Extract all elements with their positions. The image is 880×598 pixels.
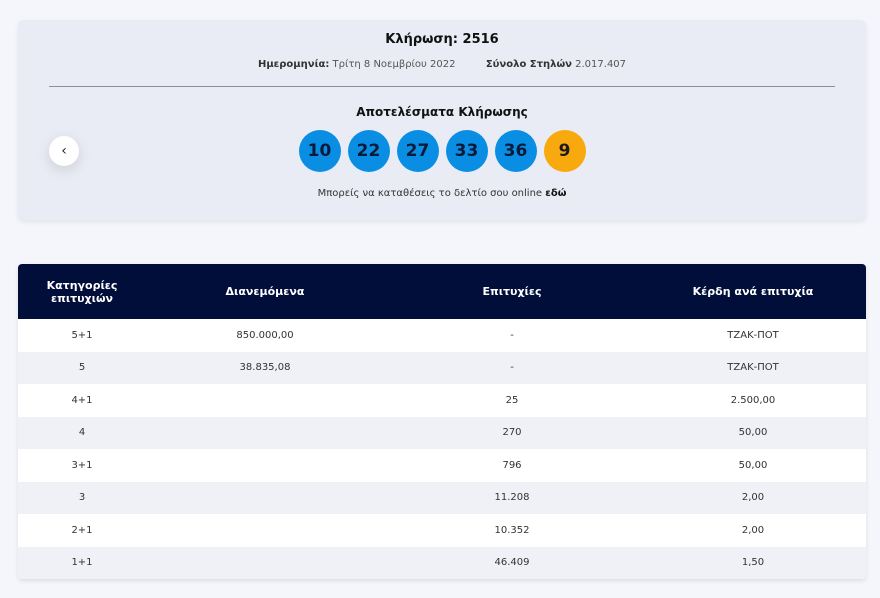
cell-prize: 50,00 bbox=[738, 459, 768, 471]
cell-winners: 25 bbox=[505, 394, 519, 406]
cell-winners: 11.208 bbox=[494, 492, 530, 504]
table-row: 1+1 46.409 1,50 bbox=[18, 546, 866, 580]
cell-winners: - bbox=[510, 362, 514, 374]
cell-distributed bbox=[146, 449, 384, 482]
cell-category: 3 bbox=[78, 492, 86, 504]
table-row: 3 11.208 2,00 bbox=[18, 481, 866, 515]
cell-distributed bbox=[146, 547, 384, 580]
number-ball: 22 bbox=[347, 130, 390, 172]
bonus-ball: 9 bbox=[543, 130, 586, 172]
cell-category: 2+1 bbox=[71, 524, 93, 536]
number-ball: 36 bbox=[494, 130, 537, 172]
cell-distributed bbox=[146, 417, 384, 450]
chevron-left-icon: ‹ bbox=[61, 143, 67, 159]
table-row: 4 270 50,00 bbox=[18, 416, 866, 450]
online-text: Μπορείς να καταθέσεις το δελτίο σου onli… bbox=[317, 188, 543, 199]
number-ball: 27 bbox=[396, 130, 439, 172]
table-row: 5+1 850.000,00 - ΤΖΑΚ-ΠΟΤ bbox=[18, 319, 866, 352]
table-row: 5 38.835,08 - ΤΖΑΚ-ΠΟΤ bbox=[18, 351, 866, 384]
cell-category: 3+1 bbox=[71, 459, 93, 471]
cell-winners: 10.352 bbox=[494, 524, 530, 536]
online-link[interactable]: εδώ bbox=[545, 188, 567, 199]
cell-prize: 50,00 bbox=[738, 427, 768, 439]
columns-value: 2.017.407 bbox=[575, 59, 627, 70]
cell-winners: 796 bbox=[502, 459, 522, 471]
date-value: Τρίτη 8 Νοεμβρίου 2022 bbox=[332, 59, 456, 70]
cell-category: 4+1 bbox=[71, 394, 93, 406]
table-header: Κατηγορίες επιτυχιών Διανεμόμενα Επιτυχί… bbox=[18, 264, 866, 319]
cell-distributed bbox=[146, 384, 384, 417]
winning-numbers: 10 22 27 33 36 9 bbox=[18, 130, 866, 172]
header-prize: Κέρδη ανά επιτυχία bbox=[692, 285, 814, 298]
number-ball: 10 bbox=[298, 130, 341, 172]
cell-winners: - bbox=[510, 329, 514, 341]
cell-winners: 46.409 bbox=[494, 557, 530, 569]
date-label: Ημερομηνία: bbox=[257, 59, 330, 70]
cell-category: 1+1 bbox=[71, 557, 93, 569]
cell-category: 5 bbox=[78, 362, 86, 374]
header-category: Κατηγορίες επιτυχιών bbox=[46, 278, 118, 305]
table-row: 4+1 25 2.500,00 bbox=[18, 384, 866, 417]
header-distributed: Διανεμόμενα bbox=[225, 285, 305, 298]
online-note: Μπορείς να καταθέσεις το δελτίο σου onli… bbox=[18, 188, 866, 199]
cell-prize: 2.500,00 bbox=[730, 394, 776, 406]
cell-distributed bbox=[146, 514, 384, 547]
number-ball: 33 bbox=[445, 130, 488, 172]
cell-prize: ΤΖΑΚ-ΠΟΤ bbox=[727, 329, 779, 341]
cell-winners: 270 bbox=[502, 427, 522, 439]
draw-meta: Ημερομηνία: Τρίτη 8 Νοεμβρίου 2022 Σύνολ… bbox=[18, 59, 866, 70]
table-row: 3+1 796 50,00 bbox=[18, 449, 866, 482]
draw-title: Κλήρωση: 2516 bbox=[385, 32, 499, 47]
previous-draw-button[interactable]: ‹ bbox=[49, 136, 79, 166]
cell-distributed bbox=[146, 482, 384, 515]
cell-distributed: 850.000,00 bbox=[236, 329, 294, 341]
cell-prize: 1,50 bbox=[741, 557, 765, 569]
cell-category: 5+1 bbox=[71, 329, 93, 341]
cell-distributed: 38.835,08 bbox=[239, 362, 291, 374]
columns-label: Σύνολο Στηλών bbox=[485, 59, 572, 70]
cell-prize: 2,00 bbox=[741, 524, 765, 536]
cell-prize: 2,00 bbox=[741, 492, 765, 504]
prize-table: Κατηγορίες επιτυχιών Διανεμόμενα Επιτυχί… bbox=[18, 264, 866, 579]
results-title: Αποτελέσματα Κλήρωσης bbox=[356, 105, 528, 119]
cell-category: 4 bbox=[78, 427, 86, 439]
cell-prize: ΤΖΑΚ-ΠΟΤ bbox=[727, 362, 779, 374]
table-row: 2+1 10.352 2,00 bbox=[18, 514, 866, 547]
header-winners: Επιτυχίες bbox=[482, 285, 542, 298]
draw-results-card: Κλήρωση: 2516 Ημερομηνία: Τρίτη 8 Νοεμβρ… bbox=[18, 20, 866, 220]
divider bbox=[49, 86, 835, 87]
